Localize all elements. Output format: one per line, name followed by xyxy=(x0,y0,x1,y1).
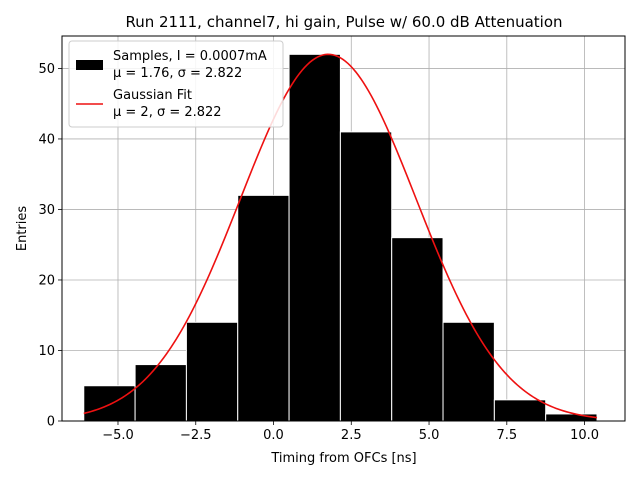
y-tick-label: 30 xyxy=(38,203,55,218)
histogram-bar xyxy=(185,321,239,422)
legend-fit-line2: μ = 2, σ = 2.822 xyxy=(113,105,222,120)
histogram-bar xyxy=(442,321,495,422)
x-tick-label: 7.5 xyxy=(496,428,517,443)
histogram-bar xyxy=(339,131,393,422)
legend-swatch-samples xyxy=(76,60,103,70)
histogram-bar xyxy=(134,364,187,422)
y-tick-label: 0 xyxy=(47,415,55,430)
x-tick-label: 5.0 xyxy=(419,428,440,443)
x-tick-label: −2.5 xyxy=(180,428,212,443)
y-tick-label: 10 xyxy=(38,344,55,359)
y-tick-label: 40 xyxy=(38,132,55,147)
x-axis-label: Timing from OFCs [ns] xyxy=(270,451,416,466)
x-tick-label: 2.5 xyxy=(341,428,362,443)
x-tick-label: 0.0 xyxy=(263,428,284,443)
legend-box xyxy=(68,40,284,128)
legend-samples-line2: μ = 1.76, σ = 2.822 xyxy=(113,66,242,81)
plot-frame xyxy=(61,35,626,422)
x-tick-label: 10.0 xyxy=(570,428,599,443)
legend-samples-line1: Samples, I = 0.0007mA xyxy=(113,49,267,64)
histogram-bars xyxy=(83,53,598,422)
x-axis-ticks: −5.0 −2.5 0.0 2.5 5.0 7.5 10.0 xyxy=(102,421,599,443)
histogram-bar xyxy=(493,399,547,422)
y-tick-label: 20 xyxy=(38,273,55,288)
x-tick-label: −5.0 xyxy=(102,428,134,443)
y-tick-label: 50 xyxy=(38,62,55,77)
legend-fit-line1: Gaussian Fit xyxy=(113,88,192,103)
y-axis-ticks: 0 10 20 30 40 50 xyxy=(38,62,62,430)
histogram-bar xyxy=(545,413,598,422)
y-axis-label: Entries xyxy=(15,206,30,252)
histogram-bar xyxy=(83,385,136,422)
histogram-bar xyxy=(237,194,290,422)
chart-title: Run 2111, channel7, hi gain, Pulse w/ 60… xyxy=(125,13,562,31)
histogram-bar xyxy=(288,53,341,422)
legend: Samples, I = 0.0007mA μ = 1.76, σ = 2.82… xyxy=(68,40,284,128)
histogram-bar xyxy=(391,237,444,422)
gaussian-fit-curve xyxy=(83,53,598,419)
